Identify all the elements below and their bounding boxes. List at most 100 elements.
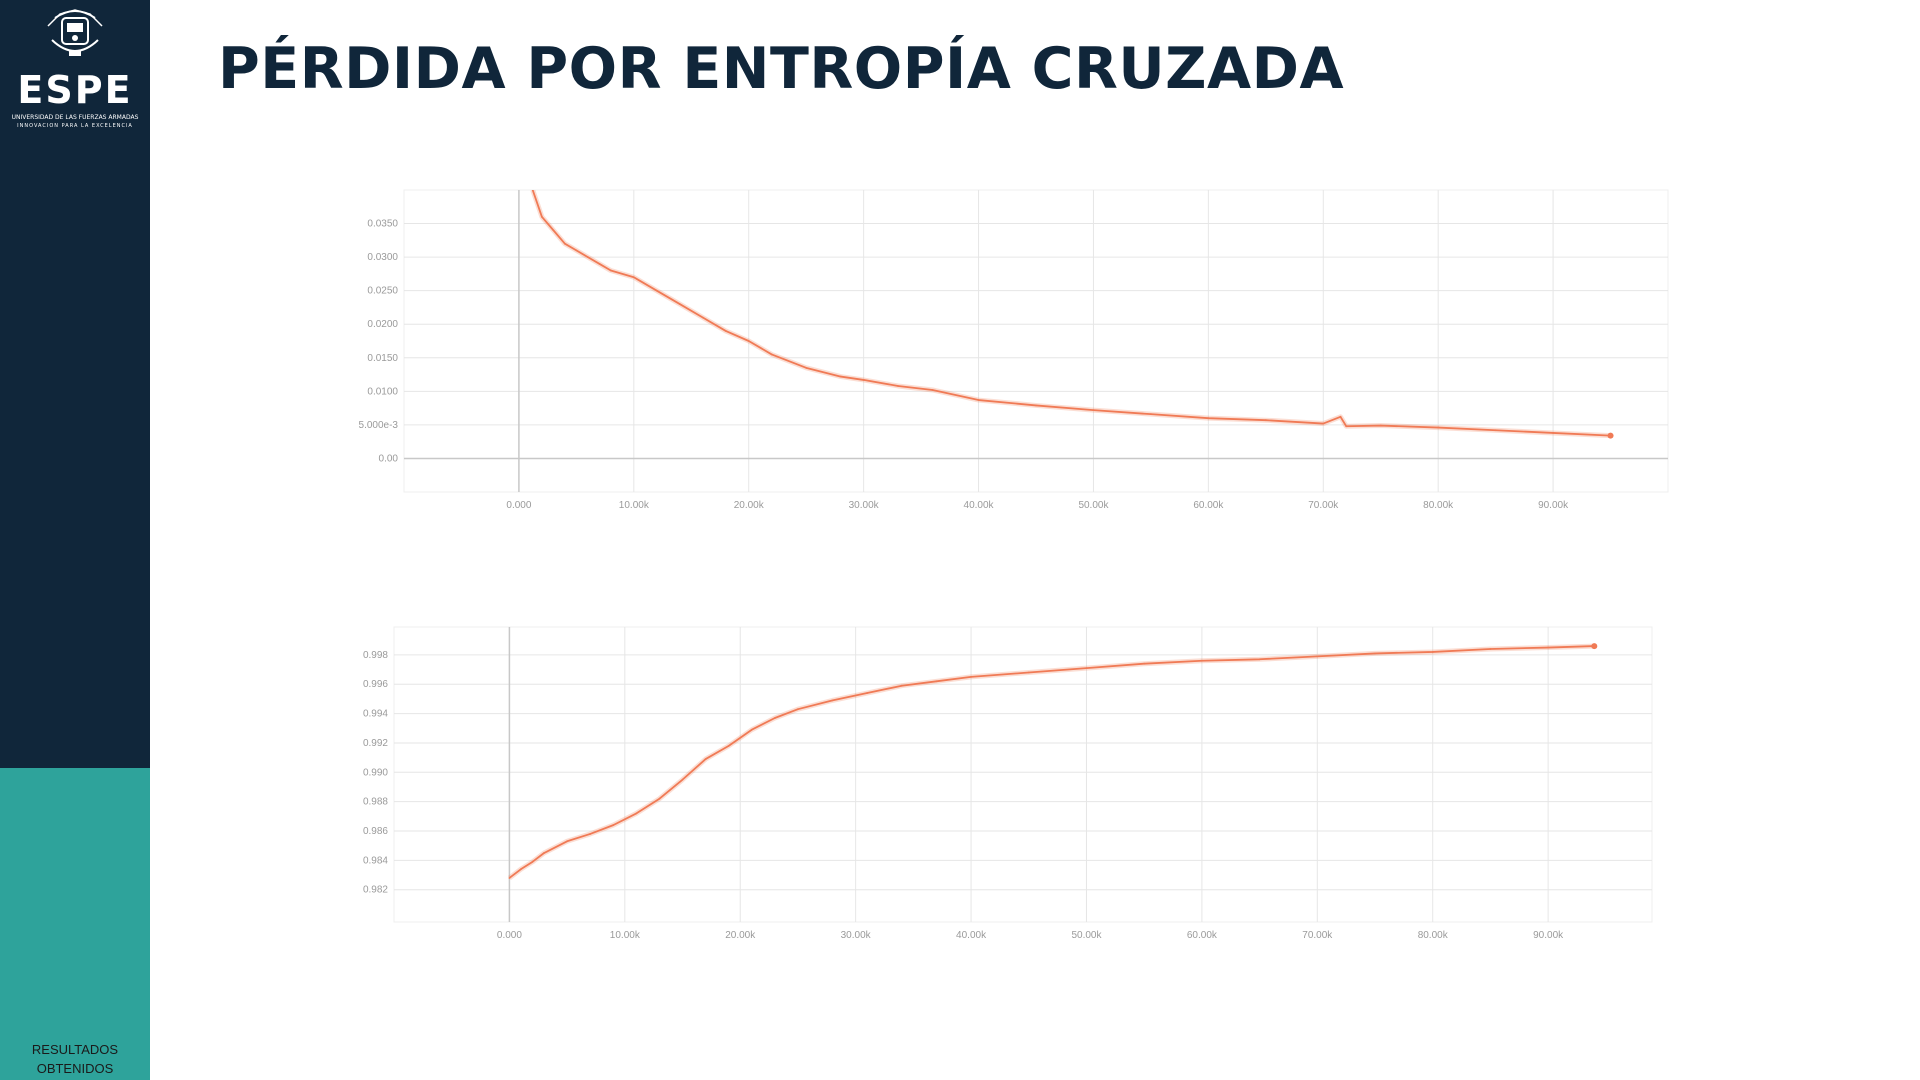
accuracy-chart-series-0-point	[1547, 646, 1550, 649]
accuracy-chart-series-0-point	[1431, 651, 1434, 653]
section-label-line2: OBTENIDOS	[36, 1061, 114, 1076]
accuracy-chart-x-tick-label: 70.00k	[1302, 930, 1333, 941]
accuracy-chart-y-tick-label: 0.990	[363, 767, 388, 778]
logo-tagline: INNOVACIÓN PARA LA EXCELENCIA	[17, 123, 133, 129]
accuracy-chart-series-0-point	[658, 797, 661, 800]
accuracy-chart-series-0-point	[520, 868, 522, 871]
loss-chart-y-tick-label: 0.0350	[367, 219, 398, 230]
loss-chart-y-tick-label: 0.0100	[367, 386, 398, 397]
accuracy-chart-series-0-point	[1374, 652, 1376, 655]
accuracy-chart-series-0-point	[1258, 658, 1261, 661]
loss-chart-x-tick-label: 40.00k	[964, 500, 995, 511]
accuracy-chart-series-0-point	[589, 833, 592, 835]
loss-chart-x-tick-label: 0.000	[506, 500, 531, 511]
accuracy-chart-series-0-point	[1143, 662, 1146, 665]
accuracy-chart-x-tick-label: 60.00k	[1187, 930, 1218, 941]
accuracy-chart-y-tick-label: 0.994	[363, 709, 388, 720]
espe-logo: ESPE UNIVERSIDAD DE LAS FUERZAS ARMADAS …	[0, 0, 150, 140]
loss-chart-series-0-point	[747, 340, 750, 342]
loss-chart-y-tick-label: 0.0250	[367, 286, 398, 297]
loss-chart-x-tick-label: 10.00k	[619, 500, 650, 511]
accuracy-chart-x-tick-label: 80.00k	[1418, 930, 1449, 941]
loss-chart-series-0-point	[1035, 404, 1037, 407]
loss-chart-series-0-point	[598, 262, 601, 265]
accuracy-chart-series-0-point	[750, 728, 753, 731]
loss-chart-y-tick-label: 0.00	[379, 453, 399, 464]
loss-chart-series-0-point	[1207, 417, 1210, 420]
university-crest-icon	[47, 9, 103, 56]
accuracy-chart-series-0-point	[1027, 671, 1030, 674]
accuracy-chart-series-0-raw-band	[507, 643, 1595, 880]
accuracy-chart-series-0-point	[727, 744, 730, 747]
loss-chart-x-tick-label: 80.00k	[1423, 500, 1454, 511]
loss-chart-series-0-point	[701, 316, 704, 319]
loss-chart-series-0-point	[1552, 432, 1554, 434]
accuracy-chart-y-tick-label: 0.996	[363, 679, 388, 690]
loss-chart-series-0-point	[724, 330, 727, 332]
accuracy-chart-plot-frame	[393, 626, 1653, 923]
loss-chart-x-tick-label: 60.00k	[1193, 500, 1224, 511]
accuracy-chart-series-0-point	[866, 692, 869, 694]
loss-chart-series-0-point	[678, 303, 681, 305]
loss-chart-x-tick-label: 30.00k	[849, 500, 880, 511]
accuracy-chart-series-0-point	[900, 684, 903, 687]
loss-chart-series-0-point	[977, 399, 980, 401]
section-label-line1: RESULTADOS	[31, 1042, 119, 1057]
loss-chart-y-tick-label: 0.0300	[367, 252, 398, 263]
accuracy-chart-y-tick-label: 0.988	[363, 797, 388, 808]
loss-chart-series-0-point	[805, 366, 808, 369]
accuracy-chart-series-0-point	[1085, 667, 1088, 669]
loss-chart-series-0-point	[531, 190, 534, 191]
accuracy-chart-series-0-point	[797, 708, 799, 711]
accuracy-chart-x-tick-label: 40.00k	[956, 930, 987, 941]
accuracy-chart-series-0-point	[635, 812, 638, 815]
accuracy-chart-x-tick-label: 0.000	[497, 930, 522, 941]
loss-chart-plot-frame	[403, 189, 1669, 493]
loss-chart-series-0-point	[1494, 429, 1497, 432]
loss-chart-series-0-line	[531, 190, 1611, 437]
sidebar-teal-panel	[0, 768, 150, 1080]
loss-chart-series-0-point	[1322, 422, 1325, 425]
loss-chart-series-0-point	[575, 249, 578, 252]
section-label: RESULTADOS OBTENIDOS	[0, 1040, 150, 1078]
loss-chart-y-tick-label: 0.0200	[367, 319, 398, 330]
loss-chart-x-tick-label: 90.00k	[1538, 500, 1569, 511]
accuracy-chart-y-tick-label: 0.986	[363, 826, 388, 837]
accuracy-chart-x-tick-label: 10.00k	[610, 930, 641, 941]
accuracy-chart-series-0-point	[543, 852, 545, 854]
loss-chart-series-0-point	[897, 385, 900, 387]
accuracy-chart-y-tick-label: 0.984	[363, 855, 388, 866]
loss-chart-series-0-point	[839, 375, 842, 378]
page-title: PÉRDIDA POR ENTROPÍA CRUZADA	[218, 36, 1345, 102]
sidebar-dark-panel	[0, 0, 150, 768]
loss-chart-series-0-point	[1264, 419, 1267, 422]
accuracy-chart-x-tick-label: 50.00k	[1071, 930, 1102, 941]
loss-chart-series-0-point	[586, 256, 589, 259]
logo-wordmark: ESPE	[17, 68, 133, 112]
loss-chart-series-0-point	[1092, 409, 1095, 412]
loss-chart-series-0-point	[609, 269, 612, 272]
loss-chart-series-0-point	[540, 215, 543, 218]
accuracy-chart-series-0-line	[508, 645, 1595, 879]
accuracy-chart-series-0-point	[612, 824, 615, 827]
accuracy-chart-x-tick-label: 90.00k	[1533, 930, 1564, 941]
accuracy-chart-series-0-point	[773, 717, 776, 719]
loss-chart-series-0-point	[931, 389, 934, 391]
accuracy-chart-series-0-point	[508, 877, 511, 879]
accuracy-chart-series-0-point	[1316, 655, 1319, 658]
loss-chart-series-0-end-marker	[1607, 432, 1614, 439]
accuracy-chart-y-tick-label: 0.992	[363, 738, 388, 749]
accuracy-chart-series-0-point	[1489, 648, 1492, 650]
accuracy-chart-series-0-point	[935, 680, 938, 683]
loss-chart-series-0-point	[770, 353, 773, 356]
accuracy-chart-series-0-point	[566, 840, 569, 843]
accuracy-chart-series-0-point	[704, 758, 707, 760]
accuracy-chart-y-tick-label: 0.998	[363, 650, 388, 661]
accuracy-chart-series-0-point	[1200, 659, 1203, 662]
loss-chart-series-0-point	[655, 289, 658, 292]
accuracy-chart-y-tick-label: 0.982	[363, 885, 388, 896]
accuracy-chart-series-0-point	[831, 699, 834, 702]
loss-chart-series-0-point	[1437, 426, 1440, 429]
loss-chart-x-tick-label: 20.00k	[734, 500, 765, 511]
